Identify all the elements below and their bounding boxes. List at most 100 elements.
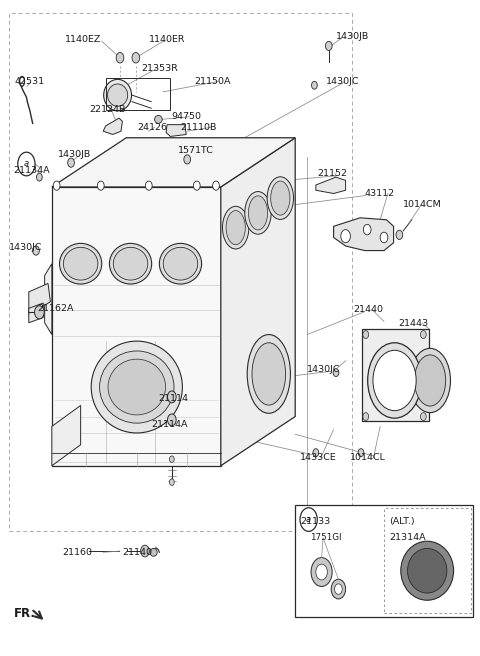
Circle shape [333,369,339,377]
Text: 1430JB: 1430JB [336,31,369,41]
Ellipse shape [150,548,157,556]
Circle shape [325,41,332,51]
Circle shape [193,181,200,190]
Ellipse shape [109,243,152,284]
Text: 21443: 21443 [398,319,429,328]
Text: 21440: 21440 [353,305,383,314]
Text: 42531: 42531 [14,77,45,87]
Ellipse shape [108,359,166,415]
Text: 94750: 94750 [172,112,202,121]
Polygon shape [29,303,43,323]
Circle shape [33,246,39,255]
Ellipse shape [108,84,128,106]
Ellipse shape [414,355,445,406]
Ellipse shape [410,348,450,413]
Text: 1014CM: 1014CM [403,200,442,209]
Ellipse shape [60,243,102,284]
Ellipse shape [401,541,454,600]
Polygon shape [52,138,295,187]
Text: 1751GI: 1751GI [310,533,341,543]
Polygon shape [316,177,346,194]
Text: 1140EZ: 1140EZ [64,35,101,44]
Circle shape [312,81,317,89]
Text: a: a [306,515,311,524]
Ellipse shape [155,115,162,123]
Ellipse shape [226,211,245,245]
Circle shape [35,306,44,319]
Text: 24126: 24126 [137,123,167,132]
Polygon shape [52,187,221,466]
Ellipse shape [104,79,132,111]
Polygon shape [334,218,394,251]
Ellipse shape [247,335,290,413]
Circle shape [18,152,35,176]
Polygon shape [45,264,52,335]
Text: 1571TC: 1571TC [178,146,214,155]
Text: 1430JB: 1430JB [58,150,91,159]
Circle shape [141,545,149,557]
Text: 22124B: 22124B [89,105,125,114]
Circle shape [132,52,140,63]
Polygon shape [103,118,122,134]
Circle shape [341,230,350,243]
Circle shape [169,456,174,462]
Circle shape [313,449,319,457]
Circle shape [363,413,369,420]
Polygon shape [166,125,186,136]
Ellipse shape [99,351,174,423]
Ellipse shape [91,341,182,433]
Circle shape [335,584,342,594]
Circle shape [116,52,124,63]
Bar [384,508,471,613]
Circle shape [184,155,191,164]
Ellipse shape [267,177,294,219]
Ellipse shape [159,243,202,284]
Circle shape [331,579,346,599]
Circle shape [300,508,317,531]
Circle shape [316,564,327,580]
Text: 1140ER: 1140ER [149,35,185,44]
Circle shape [53,181,60,190]
Circle shape [358,449,364,457]
Polygon shape [29,283,50,315]
Bar [106,78,170,110]
Polygon shape [52,405,81,466]
Circle shape [168,414,176,426]
Circle shape [36,173,42,181]
Text: 21150A: 21150A [194,77,231,86]
Polygon shape [221,138,295,466]
Text: 1433CE: 1433CE [300,453,337,462]
Text: 1430JC: 1430JC [9,243,42,253]
Text: 21133: 21133 [300,517,330,526]
Circle shape [311,558,332,586]
Text: 21114A: 21114A [151,420,188,429]
Ellipse shape [271,181,290,215]
Circle shape [213,181,219,190]
Circle shape [380,232,388,243]
Circle shape [169,479,174,485]
Ellipse shape [245,192,271,234]
Text: 21160: 21160 [62,548,92,557]
Text: 1430JC: 1430JC [307,365,341,375]
Text: 21140: 21140 [122,548,153,557]
Bar [9,13,352,531]
Ellipse shape [63,247,98,280]
Circle shape [420,331,426,338]
Bar [362,329,429,421]
Text: 21110B: 21110B [180,123,216,132]
Ellipse shape [163,247,198,280]
Circle shape [363,331,369,338]
Text: 21353R: 21353R [142,64,179,73]
Text: 21114: 21114 [158,394,188,403]
Text: 1430JC: 1430JC [326,77,360,87]
Circle shape [68,158,74,167]
Circle shape [420,413,426,420]
Circle shape [97,181,104,190]
Circle shape [168,391,176,403]
Text: 1014CL: 1014CL [350,453,386,462]
Text: FR.: FR. [13,607,36,620]
Text: 43112: 43112 [365,189,395,198]
Text: 21134A: 21134A [13,166,50,175]
Text: (ALT.): (ALT.) [389,517,414,526]
Circle shape [145,181,152,190]
